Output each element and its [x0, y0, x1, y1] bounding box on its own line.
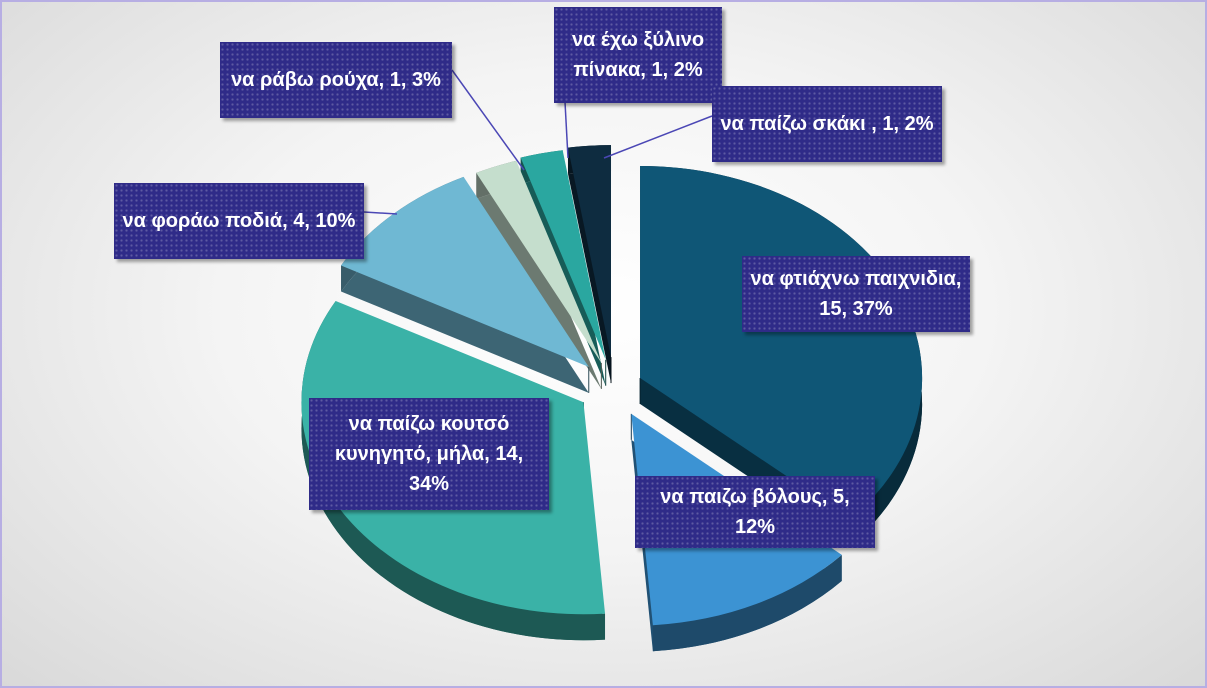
- leader-line: [363, 211, 398, 215]
- data-label: να παίζω σκάκι , 1, 2%: [712, 86, 942, 162]
- leader-line: [564, 101, 569, 159]
- pie-slice: [476, 160, 602, 389]
- data-label: να φτιάχνω παιχνιδια, 15, 37%: [742, 256, 970, 332]
- slice-rim: [301, 300, 606, 641]
- slice-side: [476, 186, 602, 389]
- data-label: να φοράω ποδιά, 4, 10%: [114, 183, 364, 259]
- slice-top: [476, 160, 602, 363]
- data-label: να παιζω βόλους, 5, 12%: [635, 476, 875, 548]
- data-label: να παίζω κουτσό κυνηγητό, μήλα, 14, 34%: [309, 398, 549, 510]
- pie-slice: [341, 176, 590, 393]
- slice-top: [341, 176, 589, 367]
- slice-rim: [652, 554, 842, 652]
- data-label: να έχω ξύλινο πίνακα, 1, 2%: [554, 7, 722, 103]
- pie-slice: [567, 145, 612, 384]
- leader-line: [451, 69, 525, 171]
- leader-line: [603, 115, 713, 159]
- slice-top: [640, 166, 923, 520]
- data-label: να ράβω ρούχα, 1, 3%: [220, 42, 452, 118]
- slice-top: [520, 150, 606, 360]
- slice-top: [567, 145, 612, 358]
